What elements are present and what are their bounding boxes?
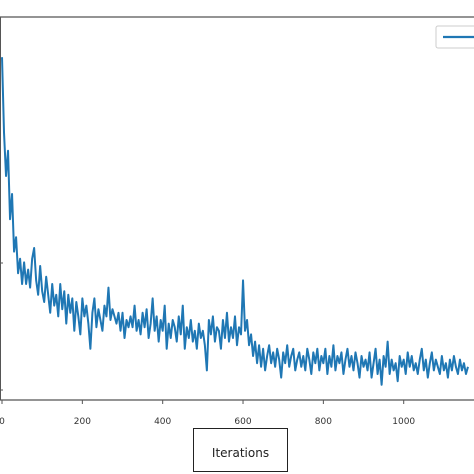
x-tick-label: 200 (74, 417, 91, 427)
plot-frame (0, 16, 474, 401)
x-tick-label: 400 (154, 417, 171, 427)
x-tick-label: 600 (234, 417, 251, 427)
x-tick-label: 800 (315, 417, 332, 427)
x-axis-label: Iterations (211, 446, 270, 460)
x-tick-label: 1000 (392, 417, 415, 427)
x-axis-ticks: 0 200 400 600 800 1000 (0, 400, 415, 427)
y-tick-marks (0, 262, 3, 391)
x-tick-label: 0 (0, 417, 5, 427)
x-axis-label-box: Iterations (193, 428, 288, 472)
legend (435, 25, 474, 49)
series-line (1, 57, 469, 386)
series-layer (1, 57, 469, 386)
